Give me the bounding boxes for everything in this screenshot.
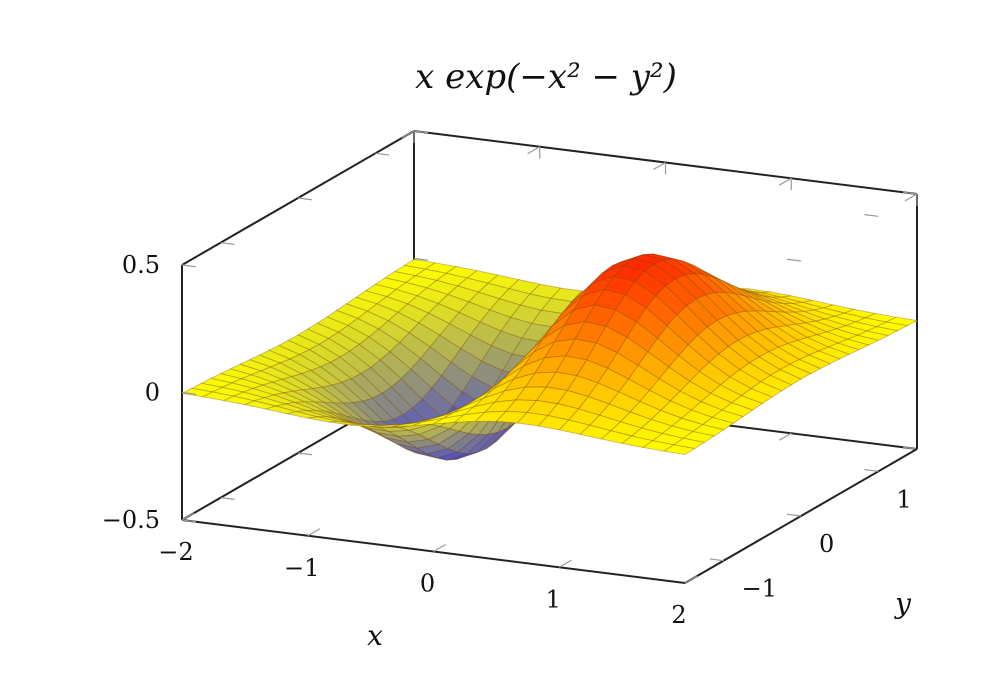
- x-tick: [181, 512, 195, 521]
- back-y-tick: [220, 497, 235, 501]
- x-tick: [684, 575, 698, 584]
- z-tick-label: 0.5: [122, 251, 160, 279]
- surface-patch: [875, 321, 909, 332]
- z-tick: [181, 264, 196, 268]
- back-x-tick: [653, 161, 666, 171]
- front-axes: −2 −1 0 1 2 −1 0 1 −0.5 0 0.5: [102, 251, 918, 629]
- back-x-tick: [401, 130, 415, 139]
- back-y-tick: [375, 152, 390, 156]
- back-y-tick: [864, 213, 879, 217]
- surface-patch: [701, 416, 735, 431]
- back-x-tick: [778, 432, 792, 441]
- surface-patch: [817, 346, 851, 360]
- surface-patch: [788, 358, 822, 375]
- back-x-tick: [778, 177, 792, 186]
- surface-mesh: [180, 253, 919, 461]
- z-tick: [181, 519, 196, 523]
- x-tick-label: −1: [284, 554, 319, 582]
- x-tick: [558, 559, 572, 568]
- back-z-tick: [413, 257, 428, 261]
- x-tick-label: −2: [158, 538, 193, 566]
- y-tick: [787, 513, 802, 517]
- surface-patch: [662, 444, 696, 455]
- y-tick: [709, 558, 724, 562]
- chart-title: x exp(−x² − y²): [415, 57, 677, 97]
- y-tick: [864, 468, 879, 472]
- back-z-tick: [903, 446, 918, 450]
- z-tick: [181, 391, 196, 395]
- back-z-tick: [413, 130, 428, 134]
- surface-patch: [691, 424, 725, 437]
- back-x-tick: [904, 193, 918, 202]
- x-tick: [433, 543, 446, 553]
- x-tick-label: 1: [546, 585, 561, 613]
- surface-patch: [730, 395, 764, 411]
- y-tick-label: −1: [742, 575, 777, 603]
- back-x-tick: [527, 146, 541, 155]
- surface-patch: [779, 363, 812, 380]
- x-axis-title: x: [367, 619, 383, 652]
- axis-labels: x y: [367, 587, 912, 652]
- surface-patch: [846, 334, 880, 346]
- x-tick-label: 0: [420, 570, 435, 598]
- surface-patch: [711, 409, 745, 424]
- z-tick-label: 0: [145, 379, 160, 407]
- surface-patch: [865, 326, 900, 337]
- back-y-tick: [787, 258, 802, 262]
- back-z-tick: [903, 191, 918, 195]
- y-axis-title: y: [893, 587, 912, 620]
- back-y-tick: [220, 242, 235, 246]
- y-tick-label: 1: [896, 485, 911, 513]
- x-tick-label: 2: [671, 601, 686, 629]
- back-y-tick: [297, 452, 312, 456]
- y-tick-label: 0: [819, 530, 834, 558]
- back-y-tick: [297, 197, 312, 201]
- x-tick: [307, 528, 321, 537]
- z-tick-label: −0.5: [102, 506, 160, 534]
